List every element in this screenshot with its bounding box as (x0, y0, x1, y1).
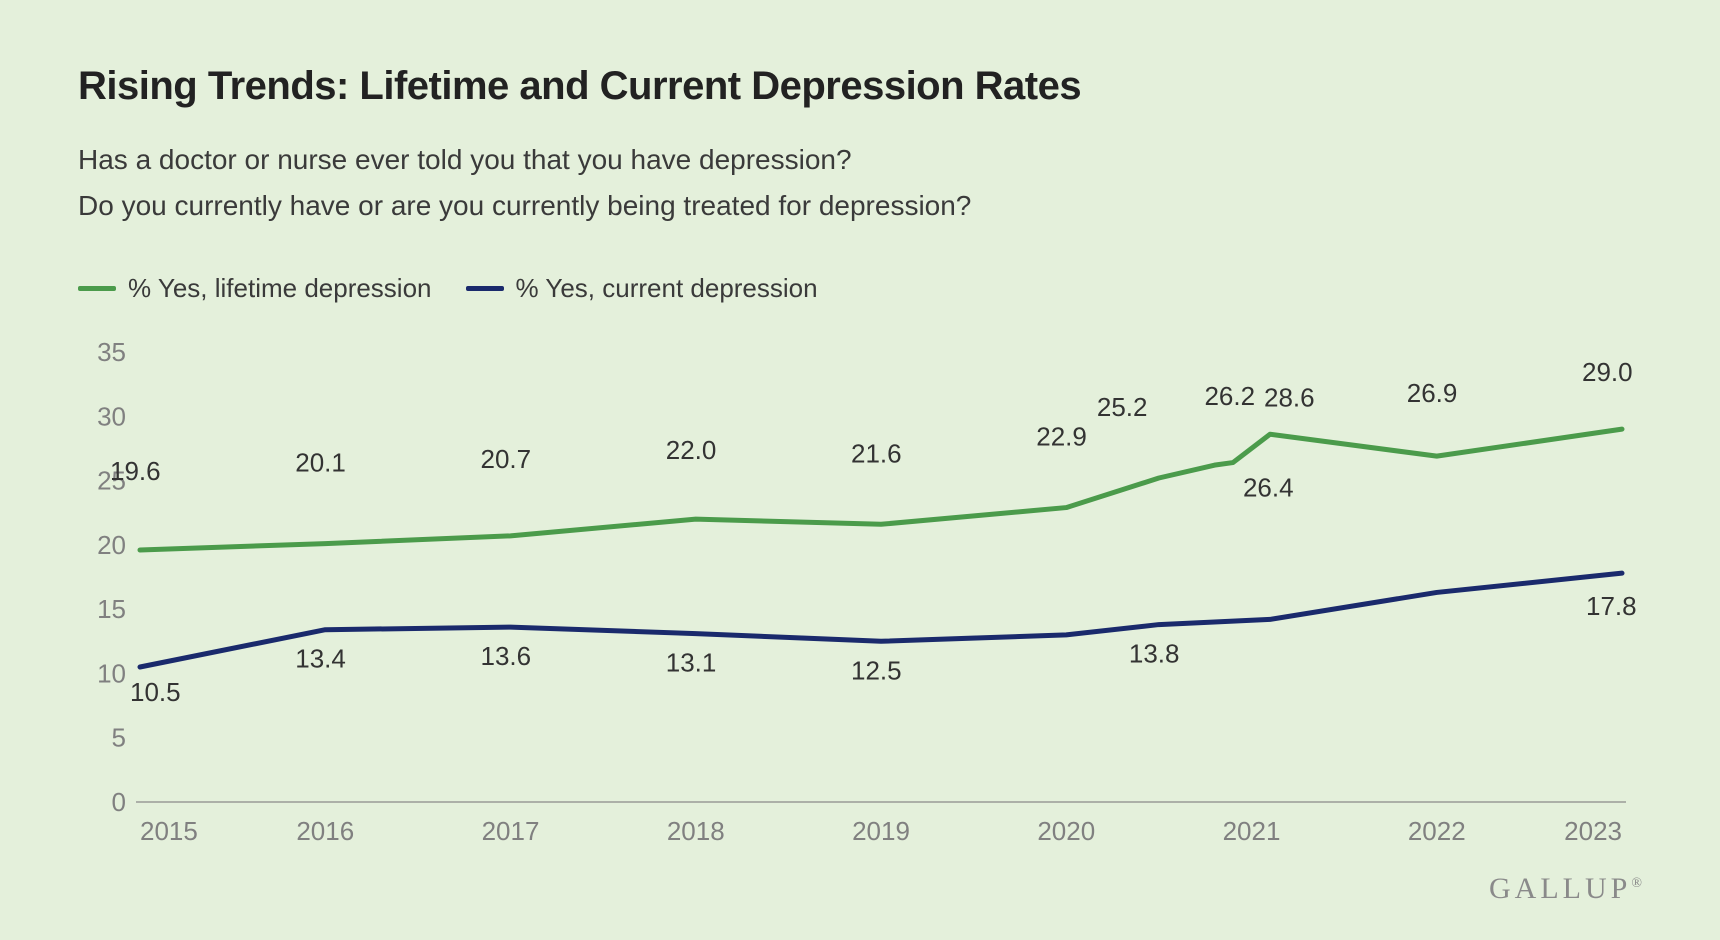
y-tick-label: 10 (97, 659, 126, 689)
data-label-lifetime: 25.2 (1097, 392, 1148, 422)
chart-title: Rising Trends: Lifetime and Current Depr… (78, 64, 1642, 109)
data-label-lifetime: 22.0 (666, 436, 717, 466)
subtitle-line-2: Do you currently have or are you current… (78, 183, 1642, 229)
legend-item-current: % Yes, current depression (466, 273, 818, 304)
data-label-current: 13.8 (1129, 639, 1180, 669)
data-label-lifetime: 22.9 (1036, 422, 1087, 452)
x-tick-label: 2015 (140, 816, 198, 846)
line-chart-svg: 0510152025303520152016201720182019202020… (78, 338, 1642, 858)
data-label-lifetime: 19.6 (110, 456, 161, 486)
data-label-lifetime: 26.2 (1204, 382, 1255, 412)
chart-subtitle: Has a doctor or nurse ever told you that… (78, 137, 1642, 229)
legend-item-lifetime: % Yes, lifetime depression (78, 273, 432, 304)
brand-logo: GALLUP® (1489, 872, 1642, 906)
legend-swatch-lifetime (78, 286, 116, 291)
y-tick-label: 5 (112, 723, 126, 753)
registered-icon: ® (1631, 876, 1642, 891)
y-tick-label: 30 (97, 402, 126, 432)
legend-label-lifetime: % Yes, lifetime depression (128, 273, 432, 304)
data-label-current: 10.5 (130, 677, 181, 707)
data-label-current: 13.6 (481, 642, 532, 672)
data-label-current: 13.1 (666, 648, 717, 678)
y-tick-label: 20 (97, 530, 126, 560)
x-tick-label: 2022 (1408, 816, 1466, 846)
data-label-current: 17.8 (1586, 592, 1637, 622)
x-tick-label: 2020 (1037, 816, 1095, 846)
series-line-current (140, 574, 1622, 668)
data-label-lifetime: 28.6 (1264, 383, 1315, 413)
data-label-lifetime: 29.0 (1582, 358, 1633, 388)
data-label-lifetime: 20.1 (295, 448, 346, 478)
subtitle-line-1: Has a doctor or nurse ever told you that… (78, 137, 1642, 183)
brand-text: GALLUP (1489, 872, 1631, 905)
legend-label-current: % Yes, current depression (516, 273, 818, 304)
data-label-lifetime: 21.6 (851, 439, 902, 469)
data-label-lifetime: 26.4 (1243, 473, 1294, 503)
chart-legend: % Yes, lifetime depression % Yes, curren… (78, 273, 1642, 304)
x-tick-label: 2021 (1223, 816, 1281, 846)
data-label-current: 13.4 (295, 644, 346, 674)
data-label-lifetime: 20.7 (481, 444, 532, 474)
x-tick-label: 2016 (296, 816, 354, 846)
data-label-lifetime: 26.9 (1407, 379, 1458, 409)
chart-plot-area: 0510152025303520152016201720182019202020… (78, 338, 1642, 858)
x-tick-label: 2019 (852, 816, 910, 846)
x-tick-label: 2017 (482, 816, 540, 846)
legend-swatch-current (466, 286, 504, 291)
y-tick-label: 15 (97, 595, 126, 625)
y-tick-label: 35 (97, 337, 126, 367)
x-tick-label: 2023 (1564, 816, 1622, 846)
data-label-current: 12.5 (851, 656, 902, 686)
x-tick-label: 2018 (667, 816, 725, 846)
y-tick-label: 0 (112, 787, 126, 817)
chart-card: Rising Trends: Lifetime and Current Depr… (0, 0, 1720, 940)
